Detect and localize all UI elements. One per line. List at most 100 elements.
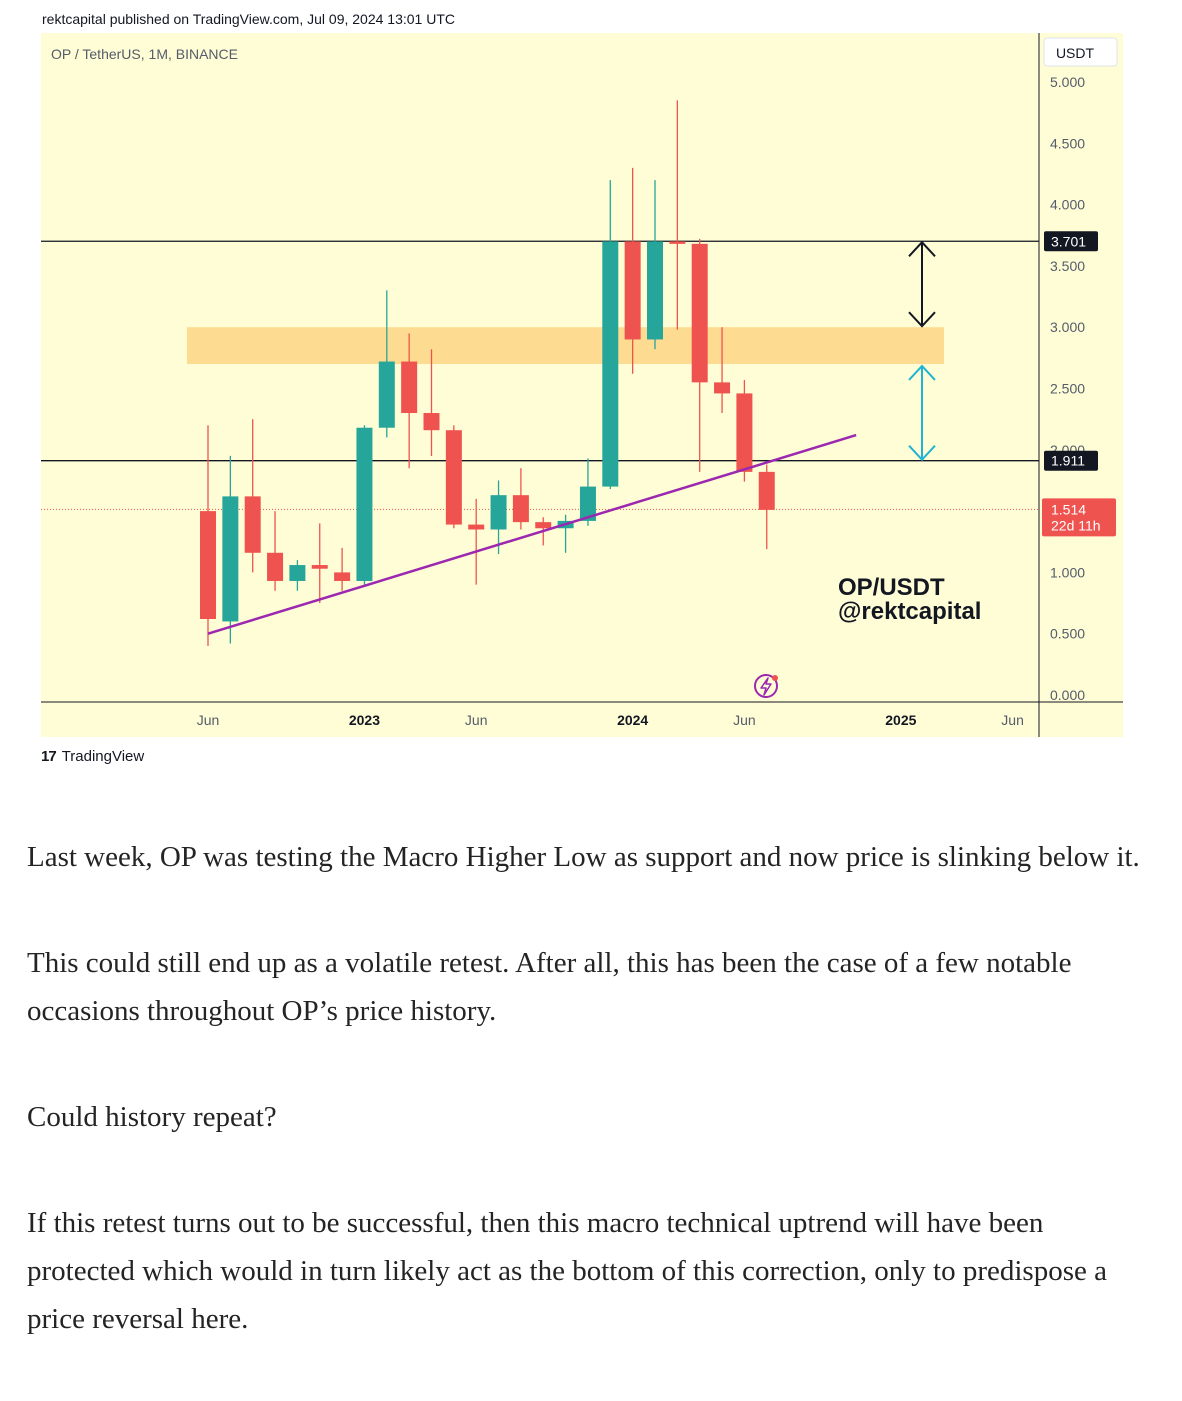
published-info: rektcapital published on TradingView.com… [42, 11, 455, 27]
candle-body [378, 361, 395, 428]
candle [244, 419, 261, 573]
tradingview-brand[interactable]: 17 TradingView [41, 748, 144, 765]
candle [468, 498, 485, 585]
article-paragraph: Last week, OP was testing the Macro High… [27, 841, 1140, 873]
candle-body [490, 495, 507, 530]
y-tick-label: 3.500 [1050, 258, 1085, 274]
y-tick-label: 1.000 [1050, 564, 1085, 580]
x-tick-label: 2024 [617, 712, 648, 728]
candle-body [244, 496, 261, 553]
double-arrow-icon [908, 364, 936, 462]
article-body: Last week, OP was testing the Macro High… [27, 833, 1147, 1401]
candle-body [647, 241, 663, 340]
x-tick-label: Jun [733, 712, 756, 728]
y-tick-label: 4.500 [1050, 135, 1085, 151]
candle [311, 523, 328, 604]
bolt-icon[interactable] [754, 674, 778, 698]
candle-body [222, 496, 239, 622]
candle-body [624, 241, 641, 340]
arrow-head-down [908, 445, 936, 462]
candle [378, 290, 395, 438]
candle [222, 455, 239, 644]
candle [334, 547, 351, 591]
x-tick-label: Jun [197, 712, 220, 728]
candle-body [445, 430, 462, 525]
macro-trendline [207, 433, 857, 635]
candle-body [267, 552, 284, 581]
x-tick-label: Jun [465, 712, 488, 728]
resistance-zone [187, 327, 944, 364]
candle-body [758, 471, 775, 510]
candle-body [535, 522, 552, 529]
candle [401, 333, 418, 469]
candle-body [669, 241, 686, 244]
x-tick-label: Jun [1001, 712, 1024, 728]
candle [289, 560, 306, 591]
candle-body [714, 382, 731, 394]
annotation-author: @rektcapital [838, 598, 981, 625]
candle [647, 180, 663, 350]
arrow-head-down [908, 311, 936, 328]
current-price-label: 1.514 [1051, 501, 1086, 517]
x-tick-label: 2023 [349, 712, 380, 728]
price-tag-label: 3.701 [1051, 233, 1086, 249]
candle [490, 480, 507, 555]
y-tick-label: 5.000 [1050, 74, 1085, 90]
article-paragraph: Could history repeat? [27, 1101, 277, 1133]
candle-body [691, 243, 708, 383]
candle [267, 511, 284, 591]
candle [691, 238, 708, 472]
chart-background [41, 33, 1123, 737]
price-level-tag: 1.911 [1044, 450, 1098, 471]
candle [356, 425, 373, 585]
annotation-symbol: OP/USDT [838, 574, 945, 601]
y-tick-label: 4.000 [1050, 197, 1085, 213]
currency-box [1043, 37, 1118, 67]
article-paragraph: This could still end up as a volatile re… [27, 947, 1072, 1027]
price-chart[interactable]: OP / TetherUS, 1M, BINANCE 0.000 0.500 1.0… [41, 33, 1123, 737]
candle-body [334, 572, 351, 581]
candle-body [602, 241, 619, 487]
candle-body [401, 361, 418, 414]
candle [602, 180, 619, 490]
price-scale-background [1039, 33, 1123, 737]
candle-body [512, 495, 529, 523]
y-tick-label: 2.500 [1050, 381, 1085, 397]
candle [512, 468, 529, 530]
x-tick-label: 2025 [885, 712, 916, 728]
currency-label: USDT [1056, 45, 1095, 61]
article-paragraph: If this retest turns out to be successfu… [27, 1207, 1107, 1335]
candle [624, 167, 641, 374]
tradingview-logo-icon: 17 [41, 748, 57, 765]
price-tag-bg [1044, 231, 1098, 252]
countdown-label: 22d 11h [1051, 517, 1101, 533]
candle-body [579, 486, 596, 521]
candle [669, 100, 686, 330]
candle-body [356, 427, 373, 581]
candle-body [468, 524, 485, 530]
y-tick-label: 0.000 [1050, 687, 1085, 703]
candle [423, 349, 440, 456]
price-level-tag: 3.701 [1044, 231, 1098, 252]
candle [445, 425, 462, 529]
current-price-bg [1042, 498, 1116, 537]
candle [579, 458, 596, 526]
double-arrow-icon [908, 240, 936, 328]
candle [758, 464, 775, 550]
symbol-label: OP / TetherUS, 1M, BINANCE [51, 46, 238, 62]
candle-body [423, 413, 440, 431]
arrow-head-up [908, 364, 936, 381]
candle [200, 425, 216, 646]
price-tag-bg [1044, 450, 1098, 471]
candle-body [311, 565, 328, 569]
candle-body [289, 565, 306, 581]
candle [736, 379, 753, 482]
y-tick-label: 0.500 [1050, 626, 1085, 642]
arrow-head-up [908, 240, 936, 257]
y-tick-label: 3.000 [1050, 319, 1085, 335]
price-tag-label: 1.911 [1051, 453, 1085, 469]
candle-body [736, 393, 753, 472]
candle [714, 327, 731, 414]
tradingview-brand-name: TradingView [61, 748, 145, 765]
